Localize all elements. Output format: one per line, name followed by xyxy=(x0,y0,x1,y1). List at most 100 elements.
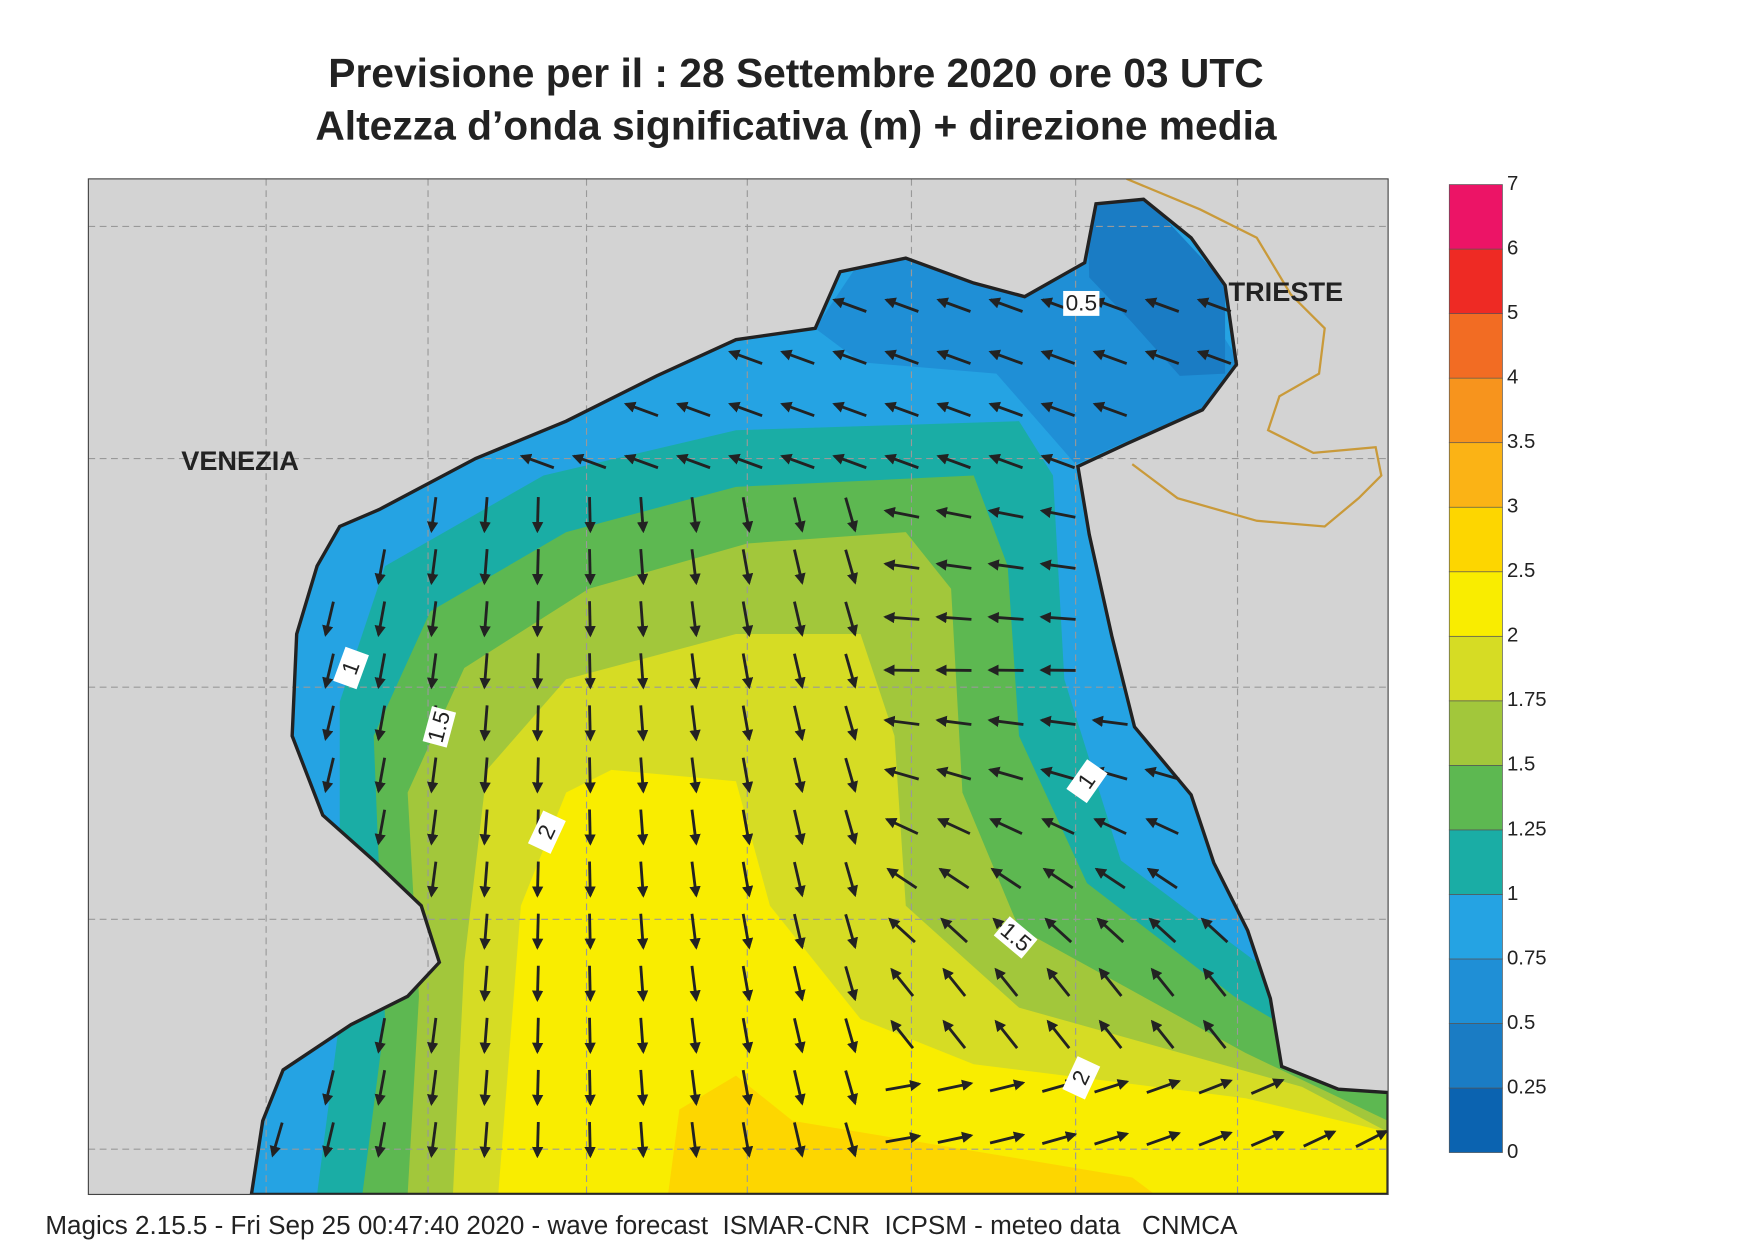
arrow xyxy=(1091,715,1128,727)
arrow xyxy=(479,913,491,950)
arrow xyxy=(1250,1130,1285,1147)
arrow xyxy=(844,966,858,1002)
colorbar-band xyxy=(1448,571,1503,637)
arrow xyxy=(936,401,971,418)
arrow xyxy=(322,1122,335,1158)
arrow xyxy=(741,809,754,846)
arrow xyxy=(584,809,596,846)
arrow xyxy=(623,453,659,470)
colorbar-label: 1 xyxy=(1507,883,1518,905)
arrow xyxy=(1150,1019,1175,1049)
arrow xyxy=(936,297,971,313)
arrow xyxy=(636,1121,649,1159)
arrow xyxy=(584,1121,596,1159)
arrow xyxy=(531,1121,544,1159)
arrow xyxy=(1144,349,1180,365)
arrow xyxy=(1202,1019,1227,1049)
arrow xyxy=(728,401,763,418)
arrow xyxy=(269,1122,284,1158)
arrow xyxy=(989,1131,1026,1145)
arrow xyxy=(689,601,701,638)
arrow xyxy=(584,1069,596,1107)
arrow xyxy=(937,818,971,835)
colorbar-band xyxy=(1448,829,1503,895)
arrow xyxy=(942,967,967,997)
arrow xyxy=(689,913,701,950)
arrow xyxy=(780,453,815,470)
colorbar-band xyxy=(1448,1023,1503,1089)
arrow xyxy=(322,757,335,794)
arrow xyxy=(427,549,439,586)
arrow xyxy=(793,705,806,742)
arrow xyxy=(793,601,806,637)
border xyxy=(1126,178,1383,528)
arrow xyxy=(322,1070,335,1106)
arrow xyxy=(689,861,701,898)
arrow xyxy=(1250,1078,1285,1095)
arrow xyxy=(883,715,920,727)
arrow xyxy=(1144,297,1180,313)
wave-band xyxy=(1086,199,1226,376)
arrow xyxy=(427,1069,439,1106)
arrow xyxy=(623,401,659,418)
arrow xyxy=(1146,867,1178,890)
arrow xyxy=(1094,1131,1130,1146)
arrow xyxy=(935,506,972,519)
arrow xyxy=(741,861,754,898)
arrow xyxy=(728,349,763,365)
arrow xyxy=(636,1069,649,1107)
contour-label-group: 1 xyxy=(1066,759,1108,804)
arrow xyxy=(780,401,815,418)
city-label: TRIESTE xyxy=(1228,276,1343,307)
colorbar-band xyxy=(1448,442,1503,508)
arrow xyxy=(689,1069,701,1106)
arrow xyxy=(531,757,544,794)
arrow xyxy=(884,349,919,365)
city-label: VENEZIA xyxy=(181,445,299,476)
contour-label-group: 2 xyxy=(527,810,566,854)
arrow xyxy=(1202,967,1227,997)
colorbar-label: 5 xyxy=(1507,302,1518,324)
colorbar-band xyxy=(1448,184,1503,250)
title: Previsione per il : 28 Settembre 2020 or… xyxy=(328,50,1263,96)
arrow xyxy=(1040,401,1076,418)
arrow xyxy=(689,757,701,794)
arrow xyxy=(844,705,858,741)
arrow xyxy=(793,913,806,950)
contour-label: 0.5 xyxy=(1066,291,1097,316)
arrow xyxy=(885,1079,922,1092)
arrow xyxy=(479,809,491,846)
arrow xyxy=(741,1122,754,1158)
arrow xyxy=(374,1122,387,1158)
arrow xyxy=(741,549,754,586)
arrow xyxy=(938,867,970,890)
arrow xyxy=(844,653,858,689)
colorbar-label: 1.75 xyxy=(1507,689,1547,711)
colorbar-band xyxy=(1448,1087,1503,1153)
arrow xyxy=(374,653,387,690)
arrow xyxy=(832,349,867,365)
arrow xyxy=(636,809,649,846)
colorbar-label: 2 xyxy=(1507,625,1518,647)
arrow xyxy=(1148,917,1177,944)
arrow xyxy=(1196,349,1232,365)
contour-label-bg xyxy=(1062,1056,1101,1100)
arrow xyxy=(728,453,763,470)
arrow xyxy=(1039,715,1076,727)
arrow xyxy=(1096,917,1125,944)
arrow xyxy=(883,559,920,571)
arrow xyxy=(793,757,806,794)
arrow xyxy=(987,559,1024,571)
arrow xyxy=(584,757,596,794)
colorbar-band xyxy=(1448,248,1503,314)
arrow xyxy=(374,1017,387,1054)
arrow xyxy=(636,757,649,794)
arrow xyxy=(427,496,439,534)
arrow xyxy=(741,1069,754,1106)
arrow xyxy=(793,861,806,898)
colorbar: 0 0.25 0.5 0.75 1 1.25 1.5 1.75 2 2.5 3 3.5 4 5 6 7 xyxy=(1448,173,1547,1163)
arrow xyxy=(479,757,491,794)
arrow xyxy=(479,965,491,1002)
